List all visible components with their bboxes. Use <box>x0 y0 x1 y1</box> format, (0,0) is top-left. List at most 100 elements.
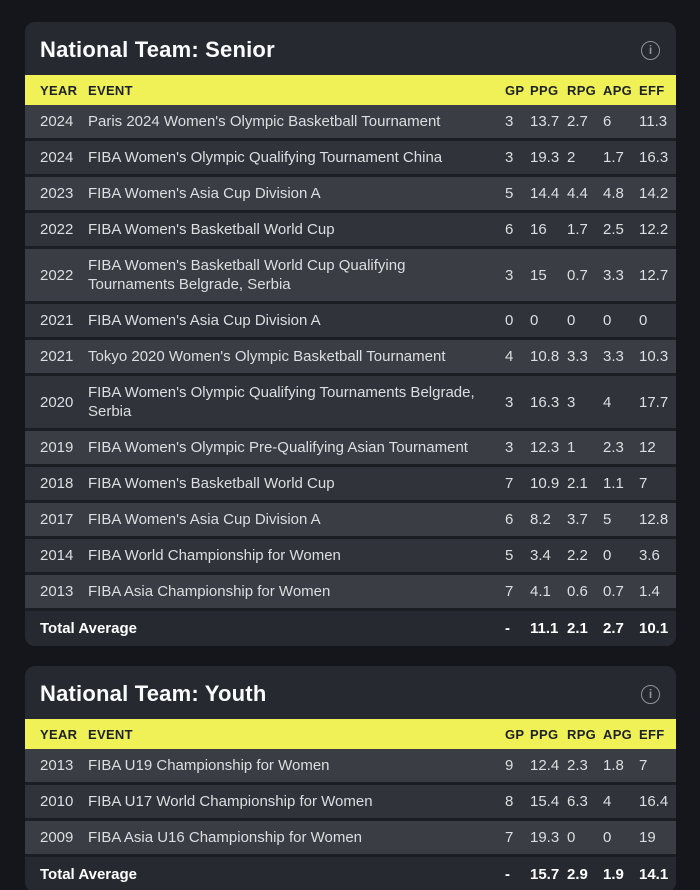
year-cell: 2021 <box>40 348 74 365</box>
info-icon-glyph: i <box>648 43 653 57</box>
total-average-label: Total Average <box>40 620 137 637</box>
table-row: 2022 FIBA Women's Basketball World Cup Q… <box>25 249 676 304</box>
table-body: 2024 Paris 2024 Women's Olympic Basketba… <box>25 105 676 611</box>
table-row: 2021 FIBA Women's Asia Cup Division A 0 … <box>25 304 676 340</box>
info-icon[interactable]: i <box>641 684 660 704</box>
rpg-cell: 6.3 <box>567 793 588 810</box>
year-cell: 2022 <box>40 221 74 238</box>
gp-cell: 4 <box>505 348 514 365</box>
apg-cell: 1.8 <box>603 757 624 774</box>
eff-cell: 3.6 <box>639 547 660 564</box>
ppg-cell: 13.7 <box>530 113 560 130</box>
eff-cell: 17.7 <box>639 393 669 411</box>
rpg-cell: 3.7 <box>567 511 588 528</box>
event-cell: FIBA Asia Championship for Women <box>88 583 331 600</box>
col-header-gp: GP <box>505 726 525 742</box>
eff-cell: 7 <box>639 475 648 492</box>
rpg-cell: 2 <box>567 149 576 166</box>
total-average-label: Total Average <box>40 866 137 883</box>
total-average-row: Total Average - 15.7 2.9 1.9 14.1 <box>25 857 676 890</box>
event-cell: FIBA Women's Asia Cup Division A <box>88 185 321 202</box>
apg-cell: 0 <box>603 829 612 846</box>
info-icon-glyph: i <box>648 687 653 701</box>
table-row: 2017 FIBA Women's Asia Cup Division A 6 … <box>25 503 676 539</box>
page-title: National Team: Senior <box>40 37 275 62</box>
ppg-cell: 4.1 <box>530 583 551 600</box>
ppg-cell: 8.2 <box>530 511 551 528</box>
rpg-cell: 4.4 <box>567 185 588 202</box>
ppg-cell: 12.4 <box>530 757 560 774</box>
event-cell: FIBA Women's Asia Cup Division A <box>88 511 321 528</box>
table-row: 2013 FIBA U19 Championship for Women 9 1… <box>25 749 676 785</box>
table-row: 2021 Tokyo 2020 Women's Olympic Basketba… <box>25 340 676 376</box>
year-cell: 2021 <box>40 312 74 329</box>
rpg-cell: 3 <box>567 393 576 411</box>
gp-cell: 6 <box>505 511 514 528</box>
gp-cell: 5 <box>505 185 514 202</box>
apg-cell: 5 <box>603 511 612 528</box>
event-cell: FIBA Women's Basketball World Cup Qualif… <box>88 257 406 293</box>
ppg-cell: 10.8 <box>530 348 560 365</box>
rpg-cell: 3.3 <box>567 348 588 365</box>
eff-cell: 16.4 <box>639 793 669 810</box>
table-row: 2022 FIBA Women's Basketball World Cup 6… <box>25 213 676 249</box>
apg-cell: 3.3 <box>603 266 624 284</box>
ppg-cell: 0 <box>530 312 539 329</box>
page-title: National Team: Youth <box>40 681 267 706</box>
total-eff-cell: 10.1 <box>639 620 669 637</box>
eff-cell: 12.8 <box>639 511 669 528</box>
apg-cell: 2.5 <box>603 221 624 238</box>
year-cell: 2024 <box>40 113 74 130</box>
gp-cell: 5 <box>505 547 514 564</box>
gp-cell: 3 <box>505 266 514 284</box>
ppg-cell: 19.3 <box>530 149 560 166</box>
rpg-cell: 2.7 <box>567 113 588 130</box>
table-row: 2024 FIBA Women's Olympic Qualifying Tou… <box>25 141 676 177</box>
rpg-cell: 1 <box>567 439 576 456</box>
eff-cell: 14.2 <box>639 185 669 202</box>
table-row: 2023 FIBA Women's Asia Cup Division A 5 … <box>25 177 676 213</box>
info-icon[interactable]: i <box>641 40 660 60</box>
gp-cell: 7 <box>505 829 514 846</box>
event-cell: FIBA Women's Olympic Qualifying Tourname… <box>88 384 475 420</box>
national-team-youth-card: National Team: Youth i YEAR EVENT GP PPG… <box>25 666 676 890</box>
total-ppg-cell: 11.1 <box>530 620 559 637</box>
year-cell: 2009 <box>40 829 74 846</box>
year-cell: 2013 <box>40 583 74 600</box>
apg-cell: 0 <box>603 547 612 564</box>
event-cell: FIBA U17 World Championship for Women <box>88 793 373 810</box>
year-cell: 2020 <box>40 393 74 411</box>
total-eff-cell: 14.1 <box>639 866 669 883</box>
year-cell: 2023 <box>40 185 74 202</box>
year-cell: 2022 <box>40 266 74 284</box>
table-row: 2019 FIBA Women's Olympic Pre-Qualifying… <box>25 431 676 467</box>
event-cell: FIBA Women's Olympic Pre-Qualifying Asia… <box>88 439 468 456</box>
rpg-cell: 0 <box>567 312 576 329</box>
gp-cell: 3 <box>505 149 514 166</box>
year-cell: 2010 <box>40 793 74 810</box>
rpg-cell: 0 <box>567 829 576 846</box>
eff-cell: 1.4 <box>639 583 660 600</box>
event-cell: FIBA Women's Basketball World Cup <box>88 475 335 492</box>
col-header-event: EVENT <box>88 726 133 742</box>
total-rpg-cell: 2.9 <box>567 866 588 883</box>
table-header-row: YEAR EVENT GP PPG RPG APG EFF <box>25 75 676 105</box>
total-gp-cell: - <box>505 866 510 883</box>
eff-cell: 19 <box>639 829 656 846</box>
ppg-cell: 16 <box>530 221 547 238</box>
gp-cell: 7 <box>505 583 514 600</box>
event-cell: FIBA Women's Basketball World Cup <box>88 221 335 238</box>
rpg-cell: 2.2 <box>567 547 588 564</box>
col-header-event: EVENT <box>88 82 133 98</box>
apg-cell: 3.3 <box>603 348 624 365</box>
apg-cell: 4.8 <box>603 185 624 202</box>
total-apg-cell: 1.9 <box>603 866 624 883</box>
col-header-gp: GP <box>505 82 525 98</box>
table-row: 2024 Paris 2024 Women's Olympic Basketba… <box>25 105 676 141</box>
national-team-senior-card: National Team: Senior i YEAR EVENT GP PP… <box>25 22 676 646</box>
rpg-cell: 2.1 <box>567 475 588 492</box>
apg-cell: 4 <box>603 793 612 810</box>
col-header-rpg: RPG <box>567 82 597 98</box>
eff-cell: 12.7 <box>639 266 669 284</box>
year-cell: 2014 <box>40 547 74 564</box>
